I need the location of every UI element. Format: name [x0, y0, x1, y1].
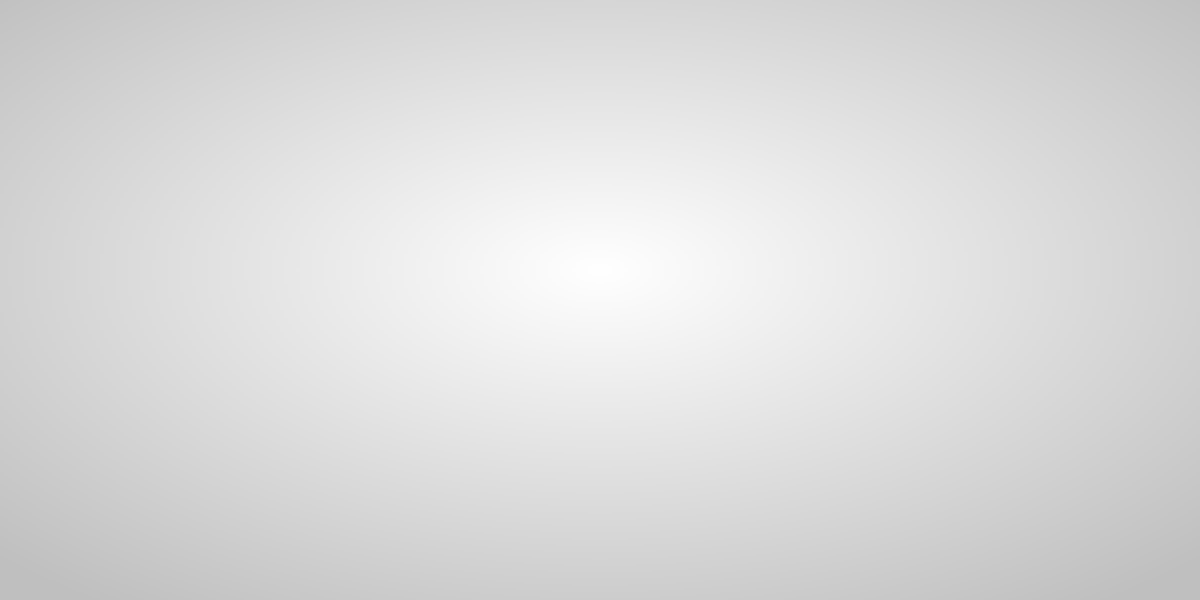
Y-axis label: Market Size in USD Billion: Market Size in USD Billion	[74, 145, 94, 377]
Bar	[988, 383, 1052, 448]
Bar	[440, 309, 506, 448]
Bar	[236, 229, 302, 448]
Bar	[376, 358, 440, 448]
Bar	[172, 332, 236, 448]
Bar	[1052, 323, 1117, 448]
Bar	[784, 306, 848, 448]
Bar	[580, 424, 644, 448]
Bar	[848, 152, 913, 448]
Text: 1.35: 1.35	[160, 314, 197, 329]
Bar	[644, 415, 710, 448]
Text: Commercial Airport Radar System Market, By Regional, 2023 & 2032: Commercial Airport Radar System Market, …	[104, 15, 1062, 43]
Legend: 2023, 2032: 2023, 2032	[809, 79, 1036, 114]
